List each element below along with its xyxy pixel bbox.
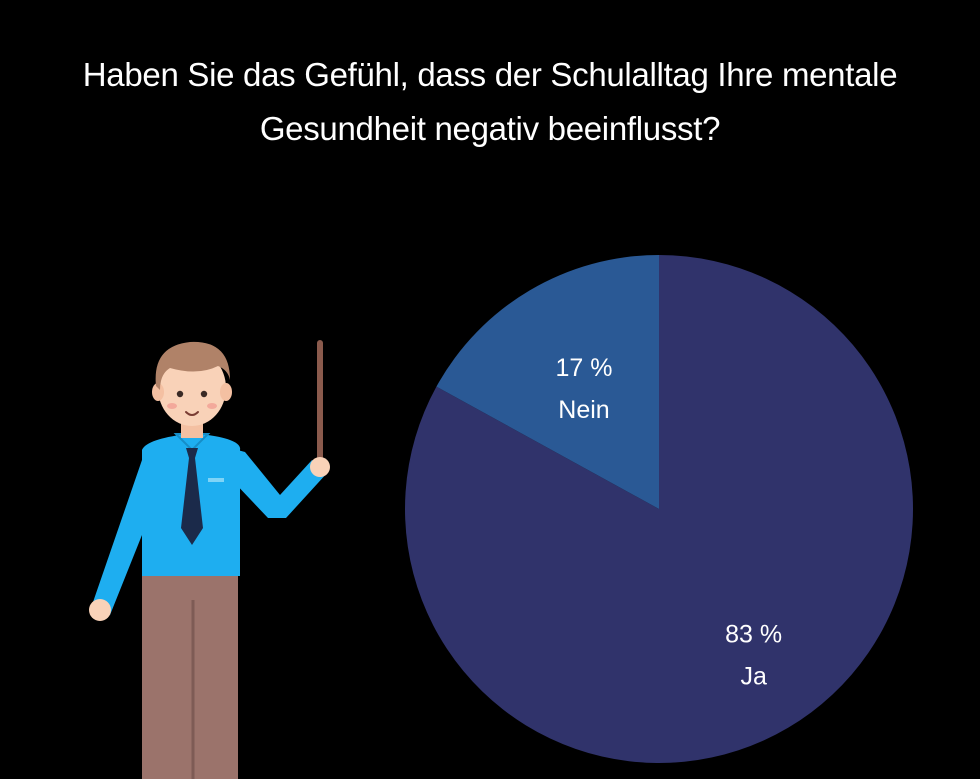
teacher-with-pointer-icon: [89, 340, 330, 779]
chart-title: Haben Sie das Gefühl, dass der Schulallt…: [40, 48, 940, 156]
slice-category-label-nein: Nein: [558, 396, 609, 424]
slice-value-label-nein: 17 %: [556, 354, 613, 382]
right-arm: [230, 448, 328, 518]
hair: [155, 341, 230, 390]
pie-slice-nein: [436, 255, 659, 509]
slice-category-label-ja: Ja: [740, 662, 767, 690]
pointer-stick: [317, 340, 323, 468]
right-leg: [192, 570, 238, 779]
tie: [181, 448, 203, 545]
left-leg: [142, 570, 194, 779]
pie-chart: 83 % Ja 17 % Nein: [405, 255, 913, 763]
chart-title-line-2: Gesundheit negativ beeinflusst?: [259, 110, 721, 147]
chart-title-line-1: Haben Sie das Gefühl, dass der Schulallt…: [82, 56, 898, 93]
slice-value-label-ja: 83 %: [725, 620, 782, 648]
